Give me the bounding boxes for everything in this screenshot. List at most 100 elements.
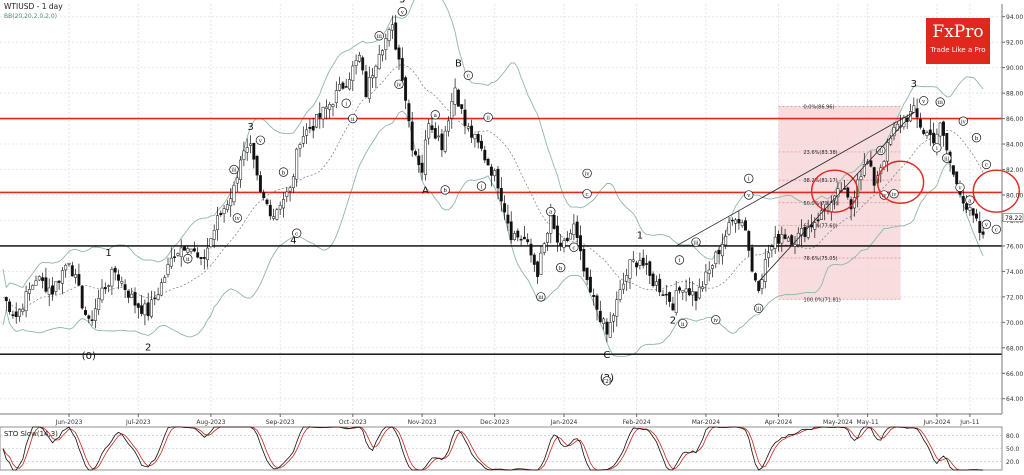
y-tick-label: 66.00 bbox=[1006, 371, 1023, 378]
candle-body bbox=[183, 246, 186, 251]
candle-body bbox=[615, 299, 619, 317]
subwave-circle bbox=[397, 6, 407, 17]
candle-body bbox=[598, 310, 602, 323]
wave-label: 5 bbox=[399, 0, 405, 6]
subwave-label: iv bbox=[235, 216, 241, 222]
stochastic-title: STO Slow(14,3) bbox=[4, 430, 58, 438]
candle-body bbox=[975, 213, 978, 219]
candle-body bbox=[407, 103, 411, 122]
candle-body bbox=[767, 252, 771, 259]
candle-body bbox=[311, 125, 315, 131]
candle-body bbox=[156, 294, 160, 300]
candle-body bbox=[433, 128, 437, 139]
candle-body bbox=[483, 149, 487, 161]
y-tick-label: 82.00 bbox=[1006, 167, 1023, 174]
candle-body bbox=[559, 242, 563, 247]
subwave-circle bbox=[711, 315, 721, 325]
candle-body bbox=[763, 259, 767, 282]
candle-body bbox=[641, 257, 645, 266]
candle-body bbox=[397, 47, 401, 60]
candle-body bbox=[740, 222, 744, 227]
candle-body bbox=[496, 168, 500, 189]
candle-body bbox=[146, 302, 150, 317]
candle-body bbox=[819, 210, 823, 220]
bollinger-middle-band bbox=[2, 64, 984, 309]
subwave-label: c bbox=[572, 245, 575, 251]
y-tick-label: 88.00 bbox=[1006, 91, 1023, 98]
candle-body bbox=[235, 177, 239, 184]
candle-body bbox=[84, 310, 87, 315]
candle-body bbox=[717, 250, 721, 255]
candle-body bbox=[674, 290, 678, 313]
candle-body bbox=[24, 291, 28, 312]
subwave-circle bbox=[991, 224, 1001, 235]
candle-body bbox=[420, 162, 424, 173]
subwave-circle bbox=[440, 185, 450, 195]
candle-body bbox=[862, 164, 866, 176]
subwave-circle bbox=[942, 153, 952, 163]
candle-body bbox=[291, 176, 295, 188]
candle-body bbox=[404, 77, 408, 101]
candle-body bbox=[295, 148, 299, 180]
candle-body bbox=[305, 129, 309, 136]
candle-body bbox=[447, 120, 450, 132]
x-tick-label: Oct-2023 bbox=[339, 419, 367, 426]
candle-body bbox=[704, 271, 708, 285]
subwave-label: c bbox=[295, 231, 298, 237]
candle-body bbox=[513, 233, 516, 240]
candle-body bbox=[981, 231, 985, 235]
x-tick-label: Mar-2024 bbox=[692, 419, 721, 426]
candle-body bbox=[318, 113, 322, 118]
candle-body bbox=[727, 222, 731, 235]
subwave-circle bbox=[744, 173, 754, 184]
candle-body bbox=[602, 318, 606, 324]
candle-body bbox=[202, 257, 206, 259]
candle-body bbox=[539, 252, 543, 275]
candle-body bbox=[381, 50, 384, 56]
candle-body bbox=[272, 216, 276, 219]
x-tick-label: Sep-2023 bbox=[266, 419, 295, 426]
wave-label: (0) bbox=[82, 351, 96, 362]
subwave-circle bbox=[981, 159, 992, 170]
subwave-circle bbox=[955, 182, 965, 193]
candle-body bbox=[44, 277, 48, 292]
candle-body bbox=[87, 315, 91, 319]
candle-body bbox=[961, 196, 965, 204]
subwave-label: v bbox=[746, 193, 751, 199]
symbol-title: WTIUSD - 1 day bbox=[4, 2, 63, 11]
x-tick-label: Jun-2024 bbox=[922, 419, 950, 426]
candle-body bbox=[687, 288, 691, 296]
candle-body bbox=[331, 104, 335, 107]
fxpro-logo[interactable]: FxPro Trade Like a Pro bbox=[926, 18, 990, 64]
subwave-circle bbox=[569, 242, 579, 252]
candle-body bbox=[621, 283, 625, 290]
x-tick-label: Jun-11 bbox=[959, 419, 979, 426]
subwave-label: iii bbox=[878, 149, 884, 155]
candle-body bbox=[572, 223, 576, 236]
candle-body bbox=[833, 195, 837, 201]
y-tick-label: 84.00 bbox=[1006, 142, 1023, 149]
candle-body bbox=[186, 248, 190, 253]
candle-body bbox=[189, 248, 193, 252]
candle-body bbox=[192, 248, 196, 252]
candle-body bbox=[209, 238, 213, 248]
y-tick-label: 70.00 bbox=[1006, 320, 1023, 327]
candle-body bbox=[480, 140, 483, 149]
candle-body bbox=[265, 199, 269, 205]
candle-body bbox=[932, 132, 936, 144]
subwave-label: b bbox=[443, 188, 447, 194]
candle-body bbox=[367, 77, 371, 99]
candle-body bbox=[57, 280, 61, 283]
candle-body bbox=[971, 208, 975, 216]
stochastic-k-line bbox=[2, 426, 984, 471]
subwave-label: i bbox=[679, 258, 681, 264]
subwave-label: c bbox=[995, 228, 998, 234]
candle-body bbox=[140, 305, 144, 314]
candle-body bbox=[255, 155, 259, 176]
subwave-label: iv bbox=[713, 318, 719, 324]
candle-body bbox=[384, 38, 388, 50]
subwave-label: iv bbox=[397, 82, 403, 88]
logo-tagline: Trade Like a Pro bbox=[930, 46, 986, 54]
candle-body bbox=[354, 60, 358, 66]
